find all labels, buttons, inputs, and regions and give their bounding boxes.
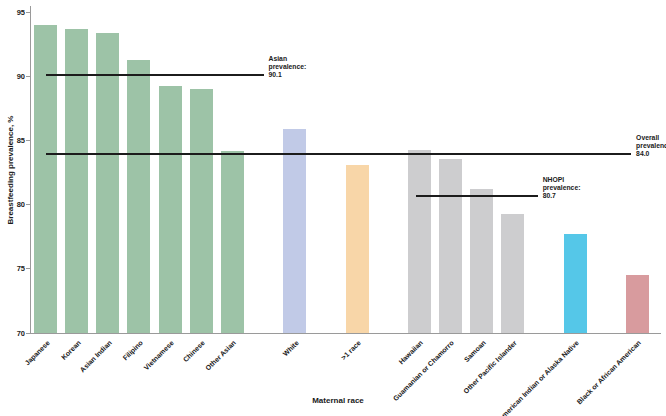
nhopi-prevalence-line-label: NHOPI prevalence: 80.7 bbox=[543, 176, 581, 200]
y-axis-tick-label: 80 bbox=[3, 200, 25, 209]
asian-prevalence-line bbox=[46, 74, 264, 76]
bar-chinese bbox=[190, 89, 213, 333]
bar--1-race bbox=[346, 165, 369, 333]
y-axis-tick-label: 85 bbox=[3, 136, 25, 145]
y-axis-tick-label: 90 bbox=[3, 72, 25, 81]
y-axis-tick-label: 70 bbox=[3, 329, 25, 338]
x-axis-label: Black or African American bbox=[531, 339, 642, 416]
overall-prevalence-line-label: Overall prevalence: 84.0 bbox=[636, 134, 666, 158]
bar-american-indian-or-alaska-native bbox=[564, 234, 587, 333]
bar-filipino bbox=[127, 60, 150, 333]
asian-prevalence-line-label: Asian prevalence: 90.1 bbox=[269, 55, 307, 79]
y-axis-tick bbox=[26, 268, 31, 269]
plot-area: 707580859095JapaneseKoreanAsian IndianFi… bbox=[30, 6, 661, 334]
y-axis-tick bbox=[26, 204, 31, 205]
bar-white bbox=[283, 129, 306, 333]
x-axis-label: American Indian or Alaska Native bbox=[469, 339, 580, 416]
bar-hawaiian bbox=[408, 150, 431, 333]
bar-vietnamese bbox=[159, 86, 182, 333]
bar-asian-indian bbox=[96, 33, 119, 333]
overall-prevalence-line bbox=[46, 153, 632, 155]
y-axis-tick bbox=[26, 12, 31, 13]
nhopi-prevalence-line bbox=[416, 195, 537, 197]
y-axis-tick bbox=[26, 333, 31, 334]
bar-samoan bbox=[470, 189, 493, 333]
y-axis-tick-label: 75 bbox=[3, 264, 25, 273]
y-axis-tick-label: 95 bbox=[3, 8, 25, 17]
y-axis-tick bbox=[26, 76, 31, 77]
x-axis-title: Maternal race bbox=[312, 396, 364, 405]
breastfeeding-prevalence-chart: Breastfeeding prevalence, % 707580859095… bbox=[0, 0, 666, 416]
bar-guamanian-or-chamorro bbox=[439, 159, 462, 333]
bar-other-pacific-islander bbox=[501, 214, 524, 333]
bar-japanese bbox=[34, 25, 57, 333]
x-axis-label: White bbox=[189, 339, 300, 416]
bar-other-asian bbox=[221, 151, 244, 333]
bar-black-or-african-american bbox=[626, 275, 649, 333]
y-axis-tick bbox=[26, 140, 31, 141]
